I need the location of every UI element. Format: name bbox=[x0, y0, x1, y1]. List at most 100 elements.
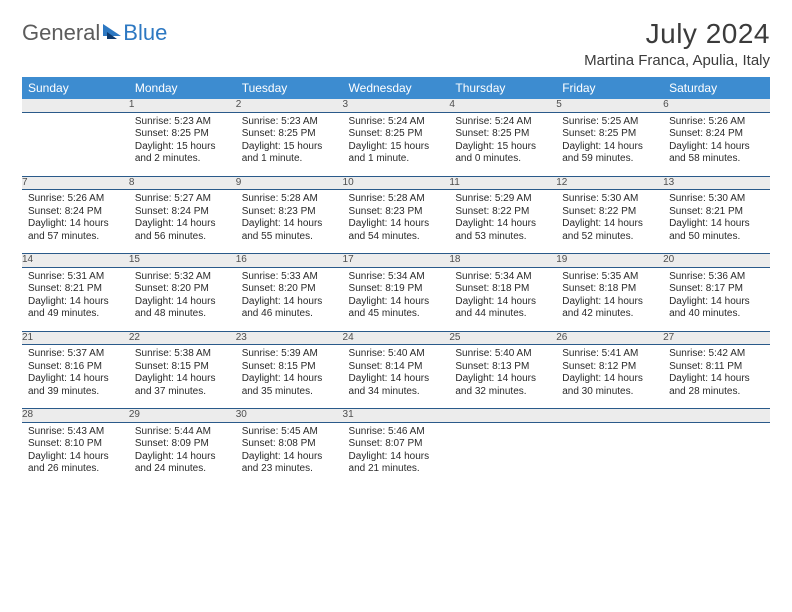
day-cell: Sunrise: 5:26 AM Sunset: 8:24 PM Dayligh… bbox=[22, 190, 129, 254]
day-cell bbox=[449, 422, 556, 486]
day-cell-text: Sunrise: 5:26 AM Sunset: 8:24 PM Dayligh… bbox=[669, 116, 764, 166]
day-content-row: Sunrise: 5:26 AM Sunset: 8:24 PM Dayligh… bbox=[22, 190, 770, 254]
weekday-wed: Wednesday bbox=[343, 77, 450, 99]
day-cell-text: Sunrise: 5:28 AM Sunset: 8:23 PM Dayligh… bbox=[349, 193, 444, 243]
day-cell-text: Sunrise: 5:45 AM Sunset: 8:08 PM Dayligh… bbox=[242, 426, 337, 476]
day-number: 16 bbox=[236, 254, 343, 268]
day-number: 2 bbox=[236, 99, 343, 112]
day-cell: Sunrise: 5:44 AM Sunset: 8:09 PM Dayligh… bbox=[129, 422, 236, 486]
day-cell: Sunrise: 5:40 AM Sunset: 8:14 PM Dayligh… bbox=[343, 345, 450, 409]
day-number: 23 bbox=[236, 331, 343, 345]
day-number: 10 bbox=[343, 176, 450, 190]
day-cell-text: Sunrise: 5:40 AM Sunset: 8:14 PM Dayligh… bbox=[349, 348, 444, 398]
day-number: 14 bbox=[22, 254, 129, 268]
day-number bbox=[449, 409, 556, 423]
day-cell-text: Sunrise: 5:36 AM Sunset: 8:17 PM Dayligh… bbox=[669, 271, 764, 321]
day-cell: Sunrise: 5:46 AM Sunset: 8:07 PM Dayligh… bbox=[343, 422, 450, 486]
day-cell-text: Sunrise: 5:24 AM Sunset: 8:25 PM Dayligh… bbox=[349, 116, 444, 166]
location: Martina Franca, Apulia, Italy bbox=[584, 52, 770, 69]
day-number bbox=[556, 409, 663, 423]
day-cell-text: Sunrise: 5:34 AM Sunset: 8:19 PM Dayligh… bbox=[349, 271, 444, 321]
title-block: July 2024 Martina Franca, Apulia, Italy bbox=[584, 18, 770, 69]
day-cell: Sunrise: 5:31 AM Sunset: 8:21 PM Dayligh… bbox=[22, 267, 129, 331]
day-number: 5 bbox=[556, 99, 663, 112]
day-number: 21 bbox=[22, 331, 129, 345]
day-number bbox=[663, 409, 770, 423]
day-number: 1 bbox=[129, 99, 236, 112]
weekday-tue: Tuesday bbox=[236, 77, 343, 99]
header: General Blue July 2024 Martina Franca, A… bbox=[22, 18, 770, 69]
day-cell: Sunrise: 5:41 AM Sunset: 8:12 PM Dayligh… bbox=[556, 345, 663, 409]
day-number: 6 bbox=[663, 99, 770, 112]
day-cell-text: Sunrise: 5:37 AM Sunset: 8:16 PM Dayligh… bbox=[28, 348, 123, 398]
day-cell: Sunrise: 5:32 AM Sunset: 8:20 PM Dayligh… bbox=[129, 267, 236, 331]
day-number: 29 bbox=[129, 409, 236, 423]
day-number: 22 bbox=[129, 331, 236, 345]
day-cell: Sunrise: 5:42 AM Sunset: 8:11 PM Dayligh… bbox=[663, 345, 770, 409]
day-number: 15 bbox=[129, 254, 236, 268]
day-number: 24 bbox=[343, 331, 450, 345]
day-cell-text: Sunrise: 5:44 AM Sunset: 8:09 PM Dayligh… bbox=[135, 426, 230, 476]
weekday-mon: Monday bbox=[129, 77, 236, 99]
calendar-table: Sunday Monday Tuesday Wednesday Thursday… bbox=[22, 77, 770, 486]
day-number: 20 bbox=[663, 254, 770, 268]
day-cell-text: Sunrise: 5:35 AM Sunset: 8:18 PM Dayligh… bbox=[562, 271, 657, 321]
day-number bbox=[22, 99, 129, 112]
day-cell: Sunrise: 5:45 AM Sunset: 8:08 PM Dayligh… bbox=[236, 422, 343, 486]
day-cell: Sunrise: 5:28 AM Sunset: 8:23 PM Dayligh… bbox=[236, 190, 343, 254]
day-cell-text: Sunrise: 5:38 AM Sunset: 8:15 PM Dayligh… bbox=[135, 348, 230, 398]
day-cell: Sunrise: 5:38 AM Sunset: 8:15 PM Dayligh… bbox=[129, 345, 236, 409]
daynum-row: 21222324252627 bbox=[22, 331, 770, 345]
logo-word-general: General bbox=[22, 20, 100, 46]
day-number: 25 bbox=[449, 331, 556, 345]
daynum-row: 123456 bbox=[22, 99, 770, 112]
day-number: 26 bbox=[556, 331, 663, 345]
day-cell-text: Sunrise: 5:34 AM Sunset: 8:18 PM Dayligh… bbox=[455, 271, 550, 321]
day-cell bbox=[556, 422, 663, 486]
day-number: 18 bbox=[449, 254, 556, 268]
month-year: July 2024 bbox=[584, 18, 770, 50]
day-cell-text: Sunrise: 5:31 AM Sunset: 8:21 PM Dayligh… bbox=[28, 271, 123, 321]
day-cell-text: Sunrise: 5:42 AM Sunset: 8:11 PM Dayligh… bbox=[669, 348, 764, 398]
day-cell: Sunrise: 5:37 AM Sunset: 8:16 PM Dayligh… bbox=[22, 345, 129, 409]
day-number: 12 bbox=[556, 176, 663, 190]
day-number: 4 bbox=[449, 99, 556, 112]
weekday-thu: Thursday bbox=[449, 77, 556, 99]
day-cell-text: Sunrise: 5:46 AM Sunset: 8:07 PM Dayligh… bbox=[349, 426, 444, 476]
day-content-row: Sunrise: 5:37 AM Sunset: 8:16 PM Dayligh… bbox=[22, 345, 770, 409]
day-cell-text: Sunrise: 5:39 AM Sunset: 8:15 PM Dayligh… bbox=[242, 348, 337, 398]
day-cell: Sunrise: 5:29 AM Sunset: 8:22 PM Dayligh… bbox=[449, 190, 556, 254]
daynum-row: 14151617181920 bbox=[22, 254, 770, 268]
day-number: 27 bbox=[663, 331, 770, 345]
logo-word-blue: Blue bbox=[123, 20, 167, 46]
calendar-page: General Blue July 2024 Martina Franca, A… bbox=[0, 0, 792, 498]
day-number: 19 bbox=[556, 254, 663, 268]
day-cell-text: Sunrise: 5:32 AM Sunset: 8:20 PM Dayligh… bbox=[135, 271, 230, 321]
day-cell: Sunrise: 5:26 AM Sunset: 8:24 PM Dayligh… bbox=[663, 112, 770, 176]
day-cell: Sunrise: 5:33 AM Sunset: 8:20 PM Dayligh… bbox=[236, 267, 343, 331]
day-cell: Sunrise: 5:25 AM Sunset: 8:25 PM Dayligh… bbox=[556, 112, 663, 176]
day-cell-text: Sunrise: 5:28 AM Sunset: 8:23 PM Dayligh… bbox=[242, 193, 337, 243]
day-cell: Sunrise: 5:43 AM Sunset: 8:10 PM Dayligh… bbox=[22, 422, 129, 486]
day-cell-text: Sunrise: 5:40 AM Sunset: 8:13 PM Dayligh… bbox=[455, 348, 550, 398]
day-content-row: Sunrise: 5:31 AM Sunset: 8:21 PM Dayligh… bbox=[22, 267, 770, 331]
day-cell-text: Sunrise: 5:27 AM Sunset: 8:24 PM Dayligh… bbox=[135, 193, 230, 243]
day-cell: Sunrise: 5:36 AM Sunset: 8:17 PM Dayligh… bbox=[663, 267, 770, 331]
day-cell-text: Sunrise: 5:25 AM Sunset: 8:25 PM Dayligh… bbox=[562, 116, 657, 166]
day-cell: Sunrise: 5:27 AM Sunset: 8:24 PM Dayligh… bbox=[129, 190, 236, 254]
weekday-sat: Saturday bbox=[663, 77, 770, 99]
weekday-sun: Sunday bbox=[22, 77, 129, 99]
weekday-fri: Friday bbox=[556, 77, 663, 99]
day-cell-text: Sunrise: 5:24 AM Sunset: 8:25 PM Dayligh… bbox=[455, 116, 550, 166]
day-number: 28 bbox=[22, 409, 129, 423]
day-cell-text: Sunrise: 5:23 AM Sunset: 8:25 PM Dayligh… bbox=[242, 116, 337, 166]
day-cell: Sunrise: 5:28 AM Sunset: 8:23 PM Dayligh… bbox=[343, 190, 450, 254]
day-number: 31 bbox=[343, 409, 450, 423]
day-cell: Sunrise: 5:34 AM Sunset: 8:18 PM Dayligh… bbox=[449, 267, 556, 331]
day-cell: Sunrise: 5:23 AM Sunset: 8:25 PM Dayligh… bbox=[236, 112, 343, 176]
daynum-row: 78910111213 bbox=[22, 176, 770, 190]
day-content-row: Sunrise: 5:43 AM Sunset: 8:10 PM Dayligh… bbox=[22, 422, 770, 486]
day-number: 7 bbox=[22, 176, 129, 190]
day-number: 30 bbox=[236, 409, 343, 423]
day-cell: Sunrise: 5:24 AM Sunset: 8:25 PM Dayligh… bbox=[449, 112, 556, 176]
